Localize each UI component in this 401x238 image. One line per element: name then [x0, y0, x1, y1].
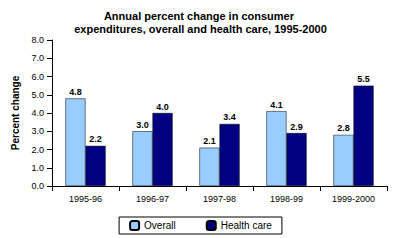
svg-text:1997-98: 1997-98 — [203, 194, 236, 204]
svg-text:3.4: 3.4 — [223, 112, 236, 122]
svg-text:2.9: 2.9 — [290, 122, 303, 132]
svg-text:4.1: 4.1 — [270, 100, 283, 110]
svg-text:4.0: 4.0 — [156, 102, 169, 112]
svg-text:2.8: 2.8 — [337, 123, 350, 133]
svg-text:Health care: Health care — [221, 220, 273, 231]
svg-text:7.0: 7.0 — [31, 53, 44, 63]
svg-text:Annual percent change in consu: Annual percent change in consumer — [104, 10, 297, 22]
svg-text:8.0: 8.0 — [31, 35, 44, 45]
svg-text:2.2: 2.2 — [89, 134, 102, 144]
svg-text:6.0: 6.0 — [31, 72, 44, 82]
svg-text:expenditures, overall and heal: expenditures, overall and health care, 1… — [74, 23, 327, 35]
svg-text:1995-96: 1995-96 — [69, 194, 102, 204]
svg-text:1999-2000: 1999-2000 — [332, 194, 375, 204]
svg-text:Overall: Overall — [144, 220, 176, 231]
svg-text:Percent change: Percent change — [10, 75, 21, 150]
svg-text:4.0: 4.0 — [31, 108, 44, 118]
svg-text:0.0: 0.0 — [31, 181, 44, 191]
svg-text:3.0: 3.0 — [31, 126, 44, 136]
svg-text:5.5: 5.5 — [357, 74, 370, 84]
svg-text:3.0: 3.0 — [136, 120, 149, 130]
svg-text:1996-97: 1996-97 — [136, 194, 169, 204]
svg-text:2.0: 2.0 — [31, 145, 44, 155]
svg-text:1.0: 1.0 — [31, 163, 44, 173]
svg-text:1998-99: 1998-99 — [270, 194, 303, 204]
svg-text:4.8: 4.8 — [69, 87, 82, 97]
svg-text:5.0: 5.0 — [31, 90, 44, 100]
svg-text:2.1: 2.1 — [203, 136, 216, 146]
